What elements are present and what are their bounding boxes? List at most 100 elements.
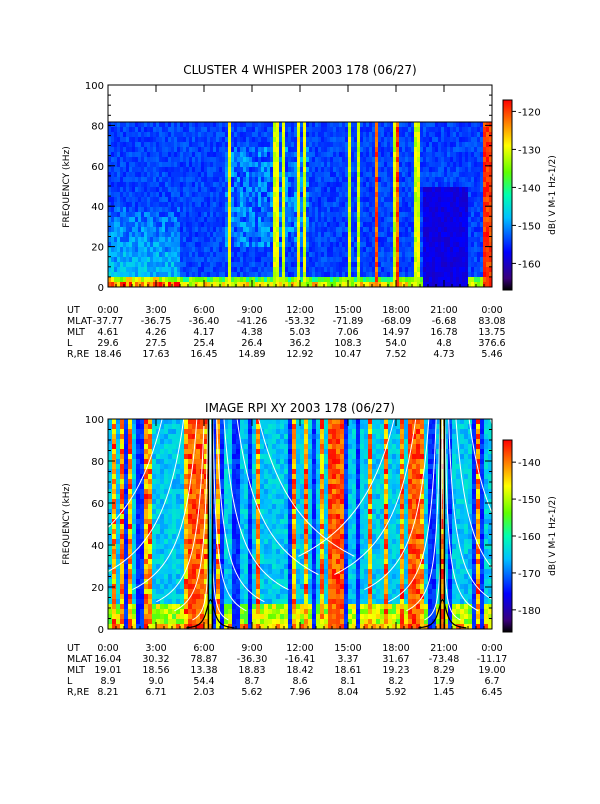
- spectrogram-cell: [462, 197, 465, 202]
- spectrogram-cell: [198, 237, 201, 242]
- spectrogram-cell: [324, 192, 327, 197]
- spectrogram-cell: [279, 152, 282, 157]
- spectrogram-cell: [300, 137, 303, 142]
- spectrogram-cell: [136, 434, 140, 439]
- spectrogram-cell: [112, 499, 116, 504]
- spectrogram-cell: [114, 272, 117, 277]
- spectrogram-cell: [198, 187, 201, 192]
- spectrogram-cell: [148, 594, 152, 599]
- spectrogram-cell: [156, 157, 159, 162]
- spectrogram-cell: [132, 539, 136, 544]
- spectrogram-cell: [228, 152, 231, 157]
- spectrogram-cell: [423, 177, 426, 182]
- spectrogram-cell: [198, 182, 201, 187]
- spectrogram-cell: [144, 237, 147, 242]
- spectrogram-cell: [195, 187, 198, 192]
- spectrogram-cell: [183, 227, 186, 232]
- spectrogram-cell: [231, 212, 234, 217]
- spectrogram-cell: [300, 132, 303, 137]
- spectrogram-cell: [255, 257, 258, 262]
- spectrogram-cell: [129, 127, 132, 132]
- spectrogram-cell: [468, 192, 471, 197]
- spectrogram-cell: [339, 127, 342, 132]
- spectrogram-cell: [261, 237, 264, 242]
- spectrogram-cell: [255, 147, 258, 152]
- spectrogram-cell: [333, 257, 336, 262]
- spectrogram-cell: [363, 137, 366, 142]
- spectrogram-cell: [447, 222, 450, 227]
- spectrogram-cell: [321, 187, 324, 192]
- spectrogram-cell: [243, 162, 246, 167]
- spectrogram-cell: [213, 242, 216, 247]
- ephemeris-value: 5.03: [289, 327, 310, 338]
- spectrogram-cell: [483, 122, 486, 127]
- spectrogram-cell: [255, 252, 258, 257]
- spectrogram-cell: [429, 192, 432, 197]
- spectrogram-cell: [441, 127, 444, 132]
- spectrogram-cell: [213, 132, 216, 137]
- spectrogram-cell: [465, 262, 468, 267]
- ephemeris-value: -68.09: [381, 316, 412, 327]
- spectrogram-cell: [111, 217, 114, 222]
- spectrogram-cell: [384, 137, 387, 142]
- spectrogram-cell: [258, 152, 261, 157]
- spectrogram-cell: [116, 599, 120, 604]
- spectrogram-cell: [450, 227, 453, 232]
- spectrogram-cell: [435, 157, 438, 162]
- spectrogram-cell: [180, 197, 183, 202]
- spectrogram-cell: [315, 127, 318, 132]
- spectrogram-cell: [189, 262, 192, 267]
- spectrogram-cell: [144, 247, 147, 252]
- spectrogram-cell: [378, 132, 381, 137]
- spectrogram-cell: [273, 232, 276, 237]
- spectrogram-cell: [483, 232, 486, 237]
- spectrogram-cell: [483, 147, 486, 152]
- spectrogram-cell: [324, 232, 327, 237]
- spectrogram-cell: [438, 212, 441, 217]
- spectrogram-cell: [126, 127, 129, 132]
- spectrogram-cell: [132, 434, 136, 439]
- spectrogram-cell: [152, 549, 156, 554]
- spectrogram-cell: [225, 232, 228, 237]
- spectrogram-cell: [456, 152, 459, 157]
- spectrogram-cell: [318, 262, 321, 267]
- spectrogram-cell: [270, 182, 273, 187]
- spectrogram-cell: [468, 147, 471, 152]
- spectrogram-cell: [420, 187, 423, 192]
- spectrogram-cell: [441, 177, 444, 182]
- spectrogram-cell: [246, 247, 249, 252]
- spectrogram-cell: [192, 187, 195, 192]
- spectrogram-cell: [237, 137, 240, 142]
- spectrogram-cell: [342, 242, 345, 247]
- spectrogram-cell: [201, 232, 204, 237]
- spectrogram-cell: [195, 157, 198, 162]
- spectrogram-cell: [195, 242, 198, 247]
- spectrogram-cell: [483, 227, 486, 232]
- spectrogram-cell: [324, 142, 327, 147]
- spectrogram-cell: [342, 132, 345, 137]
- spectrogram-cell: [261, 257, 264, 262]
- spectrogram-cell: [372, 202, 375, 207]
- spectrogram-cell: [162, 242, 165, 247]
- spectrogram-cell: [372, 132, 375, 137]
- spectrogram-cell: [252, 237, 255, 242]
- spectrogram-cell: [483, 222, 486, 227]
- spectrogram-cell: [192, 182, 195, 187]
- spectrogram-cell: [144, 474, 148, 479]
- spectrogram-cell: [447, 192, 450, 197]
- spectrogram-cell: [453, 272, 456, 277]
- spectrogram-cell: [273, 137, 276, 142]
- spectrogram-cell: [225, 137, 228, 142]
- spectrogram-cell: [336, 152, 339, 157]
- spectrogram-cell: [207, 262, 210, 267]
- spectrogram-cell: [120, 142, 123, 147]
- spectrogram-cell: [183, 232, 186, 237]
- spectrogram-cell: [447, 257, 450, 262]
- spectrogram-cell: [402, 177, 405, 182]
- spectrogram-cell: [351, 247, 354, 252]
- spectrogram-cell: [435, 127, 438, 132]
- spectrogram-cell: [342, 277, 345, 282]
- spectrogram-cell: [429, 147, 432, 152]
- y-tick-label: 20: [91, 243, 104, 254]
- spectrogram-cell: [435, 197, 438, 202]
